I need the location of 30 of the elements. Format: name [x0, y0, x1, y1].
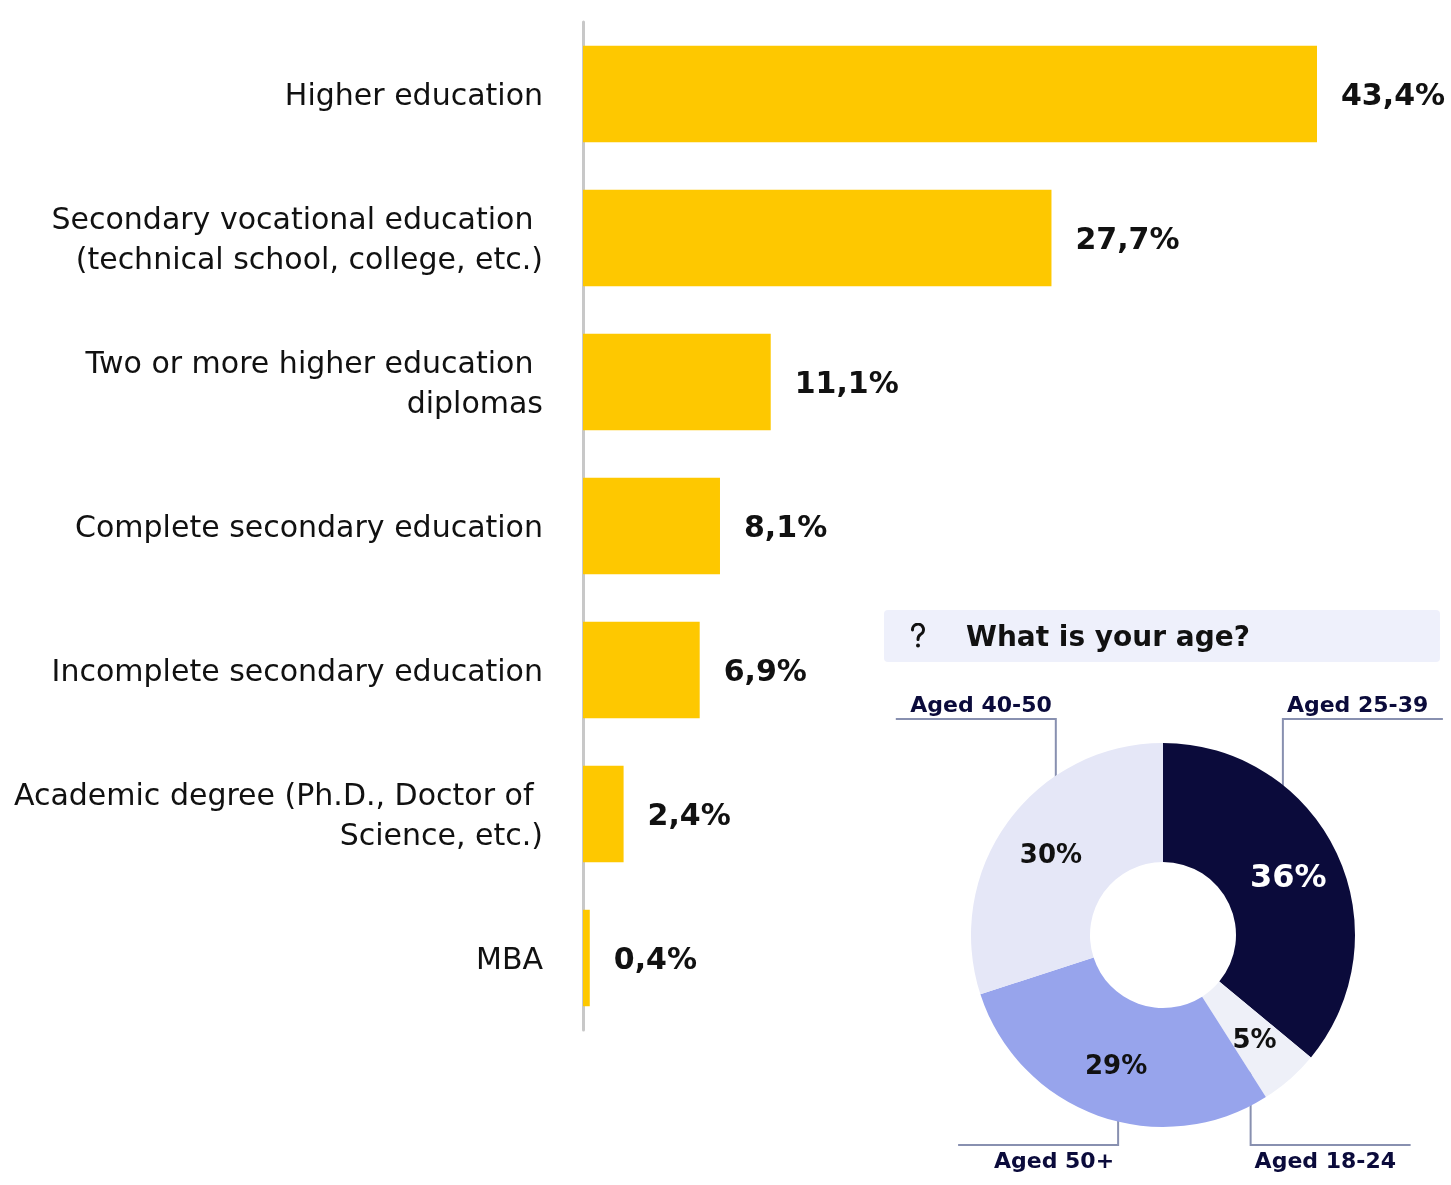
y-tick-label: Incomplete secondary education — [51, 652, 543, 688]
bar — [583, 909, 590, 1007]
slice-label: Aged 25-39 — [1286, 691, 1429, 717]
data-label: 29% — [1084, 1050, 1148, 1081]
data-label: 11,1% — [794, 364, 899, 400]
slice-label: Aged 50+ — [993, 1147, 1115, 1173]
data-label: 5% — [1232, 1023, 1277, 1054]
y-tick-label: MBA — [476, 940, 544, 976]
bar — [583, 333, 771, 431]
bar — [583, 45, 1317, 143]
bar — [583, 189, 1052, 287]
slice-label: Aged 40-50 — [910, 691, 1052, 717]
bar — [583, 477, 720, 575]
y-tick-label: Two or more higher education diplomas — [84, 344, 543, 420]
slice-label: Aged 18-24 — [1254, 1147, 1397, 1173]
data-label: 0,4% — [613, 940, 697, 976]
data-label: 36% — [1250, 857, 1327, 896]
y-tick-label: Higher education — [284, 76, 543, 112]
bar — [583, 621, 700, 719]
y-tick-label: Complete secondary education — [75, 508, 543, 544]
y-tick-label: Secondary vocational education (technical school, college, etc.) — [51, 200, 543, 276]
data-label: 27,7% — [1075, 220, 1180, 256]
data-label: 6,9% — [723, 652, 807, 688]
data-label: 8,1% — [743, 508, 828, 544]
y-tick-label: Academic degree (Ph.D., Doctor of Science, etc.) — [13, 776, 543, 852]
bar — [583, 765, 624, 863]
chart-title: What is your age? — [966, 619, 1251, 653]
data-label: 30% — [1019, 838, 1083, 869]
data-label: 43,4% — [1341, 76, 1446, 112]
data-label: 2,4% — [647, 796, 731, 832]
